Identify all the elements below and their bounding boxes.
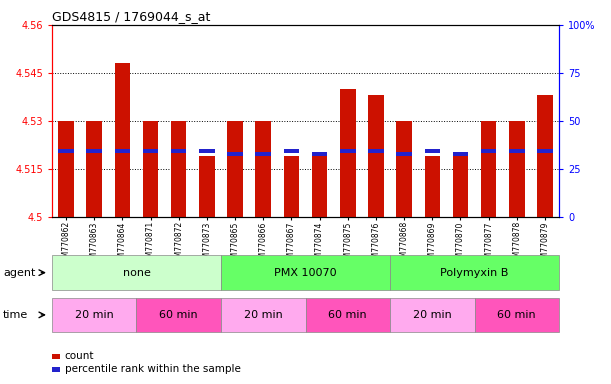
Bar [425, 156, 440, 217]
Bar [537, 149, 553, 153]
Text: 60 min: 60 min [329, 310, 367, 320]
Bar [115, 63, 130, 217]
Bar [115, 149, 130, 153]
Text: Polymyxin B: Polymyxin B [441, 268, 509, 278]
Bar [340, 89, 356, 217]
Bar [453, 156, 468, 217]
Text: time: time [3, 310, 28, 320]
Bar [255, 121, 271, 217]
Bar [312, 152, 327, 156]
Bar [312, 156, 327, 217]
Bar [86, 149, 102, 153]
Text: 20 min: 20 min [244, 310, 283, 320]
Bar [199, 149, 214, 153]
Bar [171, 121, 186, 217]
Text: GDS4815 / 1769044_s_at: GDS4815 / 1769044_s_at [52, 10, 210, 23]
Bar [537, 95, 553, 217]
Bar [509, 149, 525, 153]
Bar [425, 149, 440, 153]
Bar [227, 152, 243, 156]
Bar [255, 152, 271, 156]
Text: count: count [65, 351, 94, 361]
Bar [453, 152, 468, 156]
Text: percentile rank within the sample: percentile rank within the sample [65, 364, 241, 374]
Bar [368, 95, 384, 217]
Bar [143, 149, 158, 153]
Bar [143, 121, 158, 217]
Bar [58, 149, 74, 153]
Bar [509, 121, 525, 217]
Bar [397, 152, 412, 156]
Bar [86, 121, 102, 217]
Bar [199, 156, 214, 217]
Bar [284, 149, 299, 153]
Text: agent: agent [3, 268, 35, 278]
Bar [284, 156, 299, 217]
Bar [368, 149, 384, 153]
Text: 60 min: 60 min [159, 310, 198, 320]
Text: 20 min: 20 min [75, 310, 114, 320]
Bar [227, 121, 243, 217]
Text: PMX 10070: PMX 10070 [274, 268, 337, 278]
Text: none: none [123, 268, 150, 278]
Bar [481, 149, 496, 153]
Bar [340, 149, 356, 153]
Bar [481, 121, 496, 217]
Bar [171, 149, 186, 153]
Bar [397, 121, 412, 217]
Text: 60 min: 60 min [497, 310, 536, 320]
Bar [58, 121, 74, 217]
Text: 20 min: 20 min [413, 310, 452, 320]
